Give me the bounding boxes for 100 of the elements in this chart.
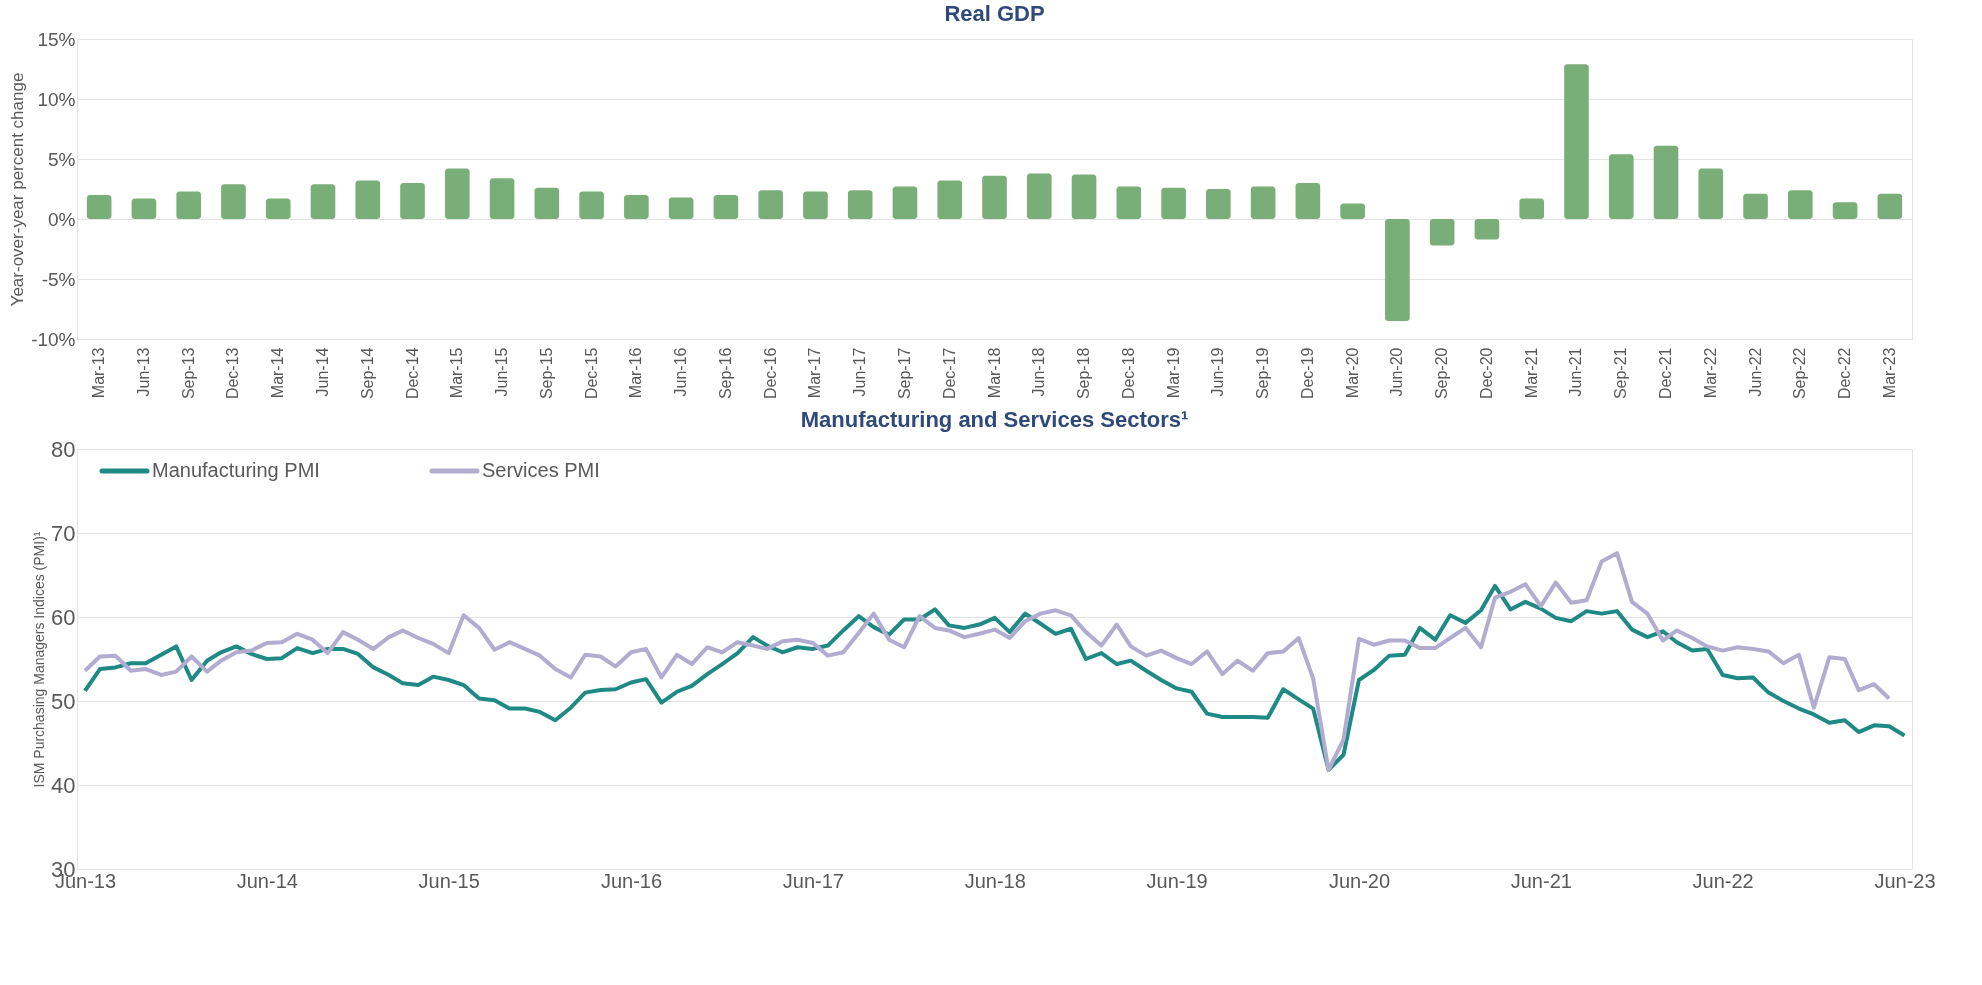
bar [1161, 187, 1186, 219]
x-tick-label: Mar-23 [1880, 347, 1898, 399]
x-tick-label: Dec-15 [582, 347, 600, 400]
bar [221, 184, 246, 219]
x-tick-label: Jun-22 [1692, 869, 1754, 892]
bar [1206, 189, 1231, 219]
x-tick-label: Dec-19 [1298, 347, 1316, 400]
x-tick-label: Jun-21 [1567, 347, 1585, 397]
bar [1026, 173, 1052, 219]
x-tick-label: Jun-14 [236, 869, 298, 892]
chart-title: Real GDP [944, 1, 1045, 26]
x-tick-label: Jun-15 [493, 347, 511, 397]
bar [1877, 193, 1903, 219]
x-tick-label: Sep-16 [716, 347, 734, 400]
x-tick-label: Jun-23 [1874, 869, 1936, 892]
bar [1608, 154, 1634, 219]
bar [1429, 219, 1455, 246]
x-tick-label: Dec-14 [403, 347, 421, 400]
x-tick-label: Mar-17 [806, 347, 824, 399]
bar [1698, 168, 1724, 219]
x-tick-label: Dec-22 [1836, 347, 1854, 400]
x-tick-label: Mar-22 [1701, 347, 1719, 399]
bar [131, 198, 157, 219]
x-tick-label: Sep-15 [537, 347, 555, 400]
bar [1071, 174, 1097, 219]
bar [400, 183, 425, 219]
bar [1564, 64, 1589, 219]
x-tick-label: Mar-14 [269, 347, 287, 399]
x-tick-label: Sep-18 [1075, 347, 1093, 400]
x-tick-label: Mar-15 [448, 347, 466, 399]
x-tick-label: Sep-17 [895, 347, 913, 400]
x-tick-label: Dec-13 [224, 347, 242, 400]
x-tick-label: Mar-13 [90, 347, 108, 399]
x-tick-label: Jun-16 [672, 347, 690, 397]
bar [310, 184, 336, 219]
y-tick-label: 40 [51, 772, 76, 798]
bar [489, 178, 515, 219]
bar [1295, 183, 1321, 219]
bar [265, 198, 291, 219]
x-tick-label: Jun-18 [1030, 347, 1048, 397]
y-tick-label: 15% [37, 28, 76, 50]
x-tick-label: Jun-16 [600, 869, 663, 892]
bar [1653, 145, 1679, 219]
x-tick-label: Dec-16 [761, 347, 779, 400]
x-tick-label: Mar-20 [1343, 347, 1361, 399]
x-tick-label: Jun-20 [1328, 869, 1391, 892]
bar [1519, 198, 1545, 219]
y-tick-label: -5% [41, 268, 76, 290]
bar [534, 187, 560, 219]
bar [1832, 202, 1858, 219]
bar [937, 180, 963, 219]
bar [444, 168, 470, 219]
y-axis-title: ISM Purchasing Managers Indices (PMI)¹ [31, 531, 48, 788]
bar [892, 186, 918, 219]
x-tick-label: Jun-20 [1388, 347, 1406, 397]
x-tick-label: Jun-14 [313, 347, 331, 397]
bar [86, 195, 112, 219]
y-tick-label: 70 [51, 520, 76, 546]
bar [758, 190, 783, 219]
bar [1743, 193, 1768, 219]
x-tick-label: Jun-21 [1510, 869, 1572, 892]
x-tick-label: Mar-18 [985, 347, 1003, 399]
y-tick-label: -10% [31, 328, 76, 350]
bar [579, 191, 604, 219]
x-tick-label: Jun-17 [851, 347, 869, 397]
y-tick-label: 50 [51, 688, 76, 714]
x-tick-label: Jun-19 [1209, 347, 1227, 397]
line-series [82, 551, 1892, 772]
bar [1116, 186, 1142, 219]
bar [1340, 203, 1365, 219]
x-tick-label: Mar-19 [1164, 347, 1182, 399]
bar [1788, 190, 1813, 219]
bar [803, 191, 828, 219]
x-tick-label: Sep-19 [1254, 347, 1272, 400]
x-tick-label: Sep-13 [179, 347, 197, 400]
y-tick-label: 5% [48, 148, 76, 170]
x-tick-label: Jun-18 [964, 869, 1026, 892]
legend-label: Services PMI [482, 459, 600, 481]
x-tick-label: Mar-16 [627, 347, 645, 399]
x-tick-label: Jun-22 [1746, 347, 1764, 397]
x-tick-label: Sep-21 [1612, 347, 1630, 400]
bar [982, 175, 1007, 219]
x-tick-label: Sep-20 [1433, 347, 1451, 400]
y-tick-label: 60 [51, 604, 76, 630]
x-tick-label: Sep-22 [1791, 347, 1809, 400]
x-tick-label: Dec-17 [940, 347, 958, 400]
x-tick-label: Mar-21 [1522, 347, 1540, 399]
bar [1474, 219, 1500, 240]
y-tick-label: 10% [37, 88, 76, 110]
bar [668, 197, 694, 219]
legend-label: Manufacturing PMI [152, 459, 320, 481]
x-tick-label: Dec-20 [1477, 347, 1495, 400]
x-tick-label: Sep-14 [358, 347, 376, 400]
bar [624, 195, 649, 219]
chart-title: Manufacturing and Services Sectors¹ [800, 407, 1189, 432]
bar [355, 180, 381, 219]
y-tick-label: 0% [48, 208, 76, 230]
bar [1250, 186, 1276, 219]
x-tick-label: Jun-13 [134, 347, 152, 397]
bar [1385, 219, 1410, 321]
